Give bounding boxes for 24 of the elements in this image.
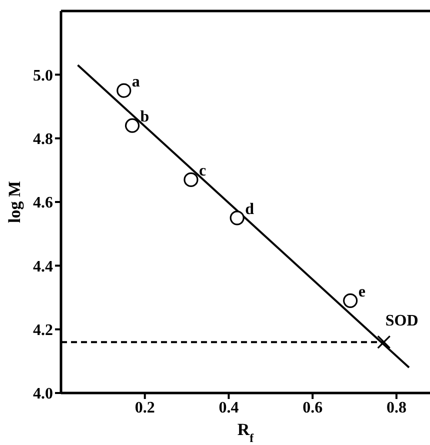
point xyxy=(230,210,244,226)
y-tick-label: 4.2 xyxy=(33,322,53,340)
x-axis-title: R$_{f}$ xyxy=(237,420,255,445)
y-tick-label: 4.6 xyxy=(33,194,53,212)
y-tick-label: 5.0 xyxy=(33,67,53,84)
point xyxy=(343,293,358,308)
annotation: c xyxy=(198,162,206,180)
x-tick-label: 0.4 xyxy=(218,399,239,416)
x-tick-label: 0.8 xyxy=(386,399,406,416)
y-tick-label: 4.4 xyxy=(33,258,53,276)
y-tick-label: 4.0 xyxy=(33,386,53,403)
point xyxy=(124,118,140,133)
y-tick-label: 4.8 xyxy=(33,131,53,148)
x-tick-label: 0.6 xyxy=(302,399,323,416)
annotation: b xyxy=(140,108,150,126)
series-label: SOD xyxy=(385,312,418,330)
annotation: d xyxy=(245,200,254,218)
y-axis-title: log M xyxy=(5,180,24,224)
annotation: a xyxy=(132,74,140,91)
annotation: e xyxy=(358,284,366,301)
point xyxy=(377,335,391,349)
x-tick-label: 0.2 xyxy=(134,399,155,416)
point xyxy=(184,172,198,188)
point xyxy=(116,83,132,98)
